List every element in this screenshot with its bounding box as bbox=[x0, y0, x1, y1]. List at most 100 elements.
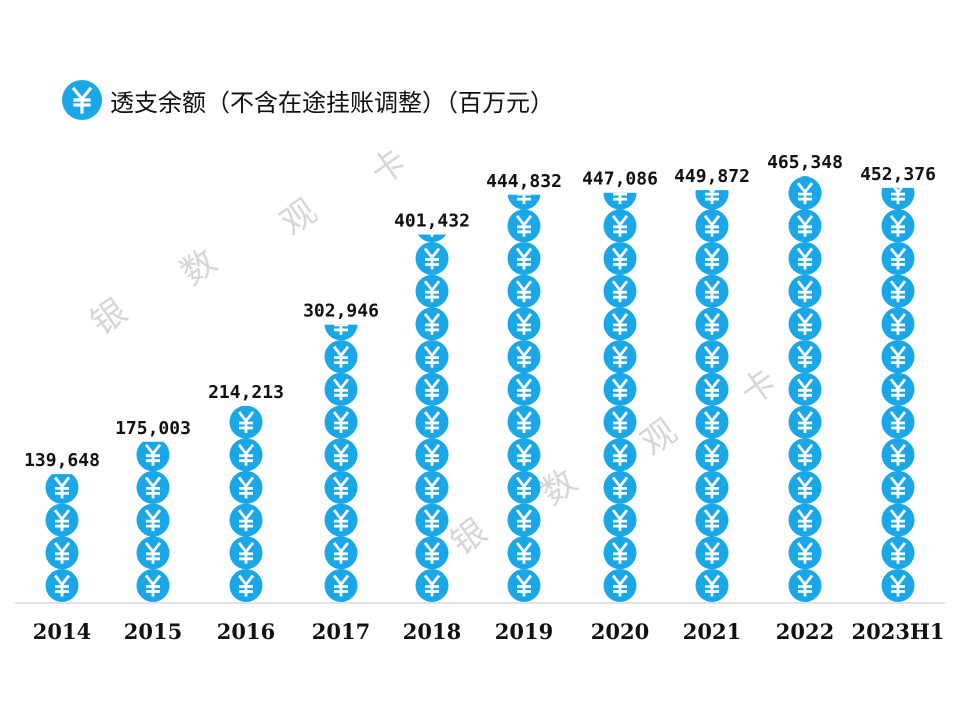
bar-2016 bbox=[229, 405, 263, 602]
yuan-coin-icon bbox=[507, 536, 541, 570]
yuan-coin-icon bbox=[881, 503, 915, 537]
yuan-coin-icon bbox=[415, 503, 449, 537]
yuan-coin-icon bbox=[695, 209, 729, 243]
yuan-coin-icon bbox=[324, 324, 358, 341]
yuan-coin-icon bbox=[788, 209, 822, 243]
yuan-coin-icon bbox=[417, 234, 447, 243]
yuan-coin-icon bbox=[799, 176, 811, 177]
yuan-coin-icon bbox=[788, 438, 822, 472]
yuan-coin-icon bbox=[507, 405, 541, 439]
yuan-coin-icon bbox=[881, 470, 915, 504]
yuan-coin-icon bbox=[507, 242, 541, 275]
bar-2014 bbox=[45, 474, 79, 602]
yuan-coin-icon bbox=[603, 307, 637, 341]
yuan-coin-icon bbox=[229, 569, 263, 602]
yuan-coin-icon bbox=[603, 274, 637, 308]
yuan-coin-icon bbox=[695, 470, 729, 504]
yuan-coin-icon bbox=[507, 372, 541, 406]
yuan-coin-icon bbox=[788, 405, 822, 439]
yuan-coin-icon bbox=[881, 187, 915, 210]
yuan-coin-icon bbox=[324, 372, 358, 406]
yuan-coin-icon bbox=[788, 569, 822, 602]
yuan-coin-icon bbox=[507, 274, 541, 308]
yuan-coin-icon bbox=[229, 470, 263, 504]
yuan-coin-icon bbox=[788, 307, 822, 341]
yuan-coin-icon bbox=[603, 242, 637, 275]
yuan-coin-icon bbox=[136, 470, 170, 504]
data-label: 139,648 bbox=[24, 450, 100, 471]
yuan-coin-icon bbox=[881, 209, 915, 243]
yuan-coin-icon bbox=[324, 569, 358, 602]
yuan-coin-icon bbox=[45, 503, 79, 537]
bar-2017 bbox=[324, 324, 358, 602]
yuan-coin-icon bbox=[881, 536, 915, 570]
yuan-coin-icon bbox=[415, 470, 449, 504]
yuan-coin-icon bbox=[788, 372, 822, 406]
x-tick-label: 2023H1 bbox=[852, 619, 945, 644]
yuan-coin-icon bbox=[229, 503, 263, 537]
yuan-coin-icon bbox=[507, 438, 541, 472]
yuan-coin-icon bbox=[603, 438, 637, 472]
yuan-coin-icon bbox=[415, 274, 449, 308]
yuan-coin-icon bbox=[324, 536, 358, 570]
yuan-coin-icon bbox=[507, 194, 541, 210]
yuan-coin-icon bbox=[881, 307, 915, 341]
yuan-icon bbox=[62, 80, 102, 120]
yuan-coin-icon bbox=[695, 307, 729, 341]
x-tick-label: 2018 bbox=[403, 619, 461, 644]
bar-2019 bbox=[507, 194, 541, 602]
bar-2023H1 bbox=[881, 187, 915, 602]
yuan-coin-icon bbox=[415, 307, 449, 341]
yuan-coin-icon bbox=[603, 536, 637, 570]
yuan-coin-icon bbox=[507, 470, 541, 504]
data-label: 401,432 bbox=[394, 211, 470, 232]
yuan-coin-icon bbox=[695, 405, 729, 439]
yuan-coin-icon bbox=[881, 438, 915, 472]
yuan-coin-icon bbox=[415, 405, 449, 439]
x-tick-label: 2021 bbox=[683, 619, 741, 644]
yuan-coin-icon bbox=[324, 340, 358, 374]
yuan-coin-icon bbox=[324, 503, 358, 537]
yuan-coin-icon bbox=[136, 441, 170, 472]
yuan-coin-icon bbox=[695, 569, 729, 602]
yuan-coin-icon bbox=[788, 176, 822, 210]
yuan-coin-icon bbox=[603, 569, 637, 602]
data-label: 214,213 bbox=[208, 382, 284, 403]
yuan-coin-icon bbox=[415, 569, 449, 602]
yuan-coin-icon bbox=[695, 340, 729, 374]
yuan-coin-icon bbox=[507, 209, 541, 243]
yuan-coin-icon bbox=[45, 474, 79, 504]
yuan-coin-icon bbox=[695, 438, 729, 472]
yuan-coin-icon bbox=[788, 274, 822, 308]
x-tick-label: 2015 bbox=[124, 619, 182, 644]
yuan-coin-icon bbox=[695, 190, 729, 210]
yuan-coin-icon bbox=[136, 569, 170, 602]
bar-2018 bbox=[415, 234, 449, 602]
x-tick-label: 2020 bbox=[591, 619, 649, 644]
yuan-coin-icon bbox=[603, 192, 637, 210]
bar-2021 bbox=[695, 190, 729, 602]
x-tick-label: 2019 bbox=[495, 619, 553, 644]
yuan-coin-icon bbox=[695, 503, 729, 537]
yuan-coin-icon bbox=[788, 340, 822, 374]
yuan-coin-icon bbox=[507, 503, 541, 537]
yuan-coin-icon bbox=[415, 242, 449, 275]
yuan-coin-icon bbox=[695, 242, 729, 275]
data-label: 449,872 bbox=[674, 166, 750, 187]
data-label: 444,832 bbox=[486, 171, 562, 192]
yuan-coin-icon bbox=[603, 470, 637, 504]
yuan-coin-icon bbox=[603, 372, 637, 406]
yuan-coin-icon bbox=[603, 340, 637, 374]
bar-2022 bbox=[788, 176, 822, 602]
yuan-coin-icon bbox=[45, 569, 79, 602]
yuan-coin-icon bbox=[881, 274, 915, 308]
yuan-coin-icon bbox=[881, 569, 915, 602]
yuan-coin-icon bbox=[603, 209, 637, 243]
data-label: 465,348 bbox=[767, 152, 843, 173]
yuan-coin-icon bbox=[415, 438, 449, 472]
yuan-coin-icon bbox=[415, 536, 449, 570]
yuan-coin-icon bbox=[881, 242, 915, 275]
chart-title-text: 透支余额（不含在途挂账调整）（百万元） bbox=[110, 88, 554, 117]
bar-2015 bbox=[136, 441, 170, 602]
